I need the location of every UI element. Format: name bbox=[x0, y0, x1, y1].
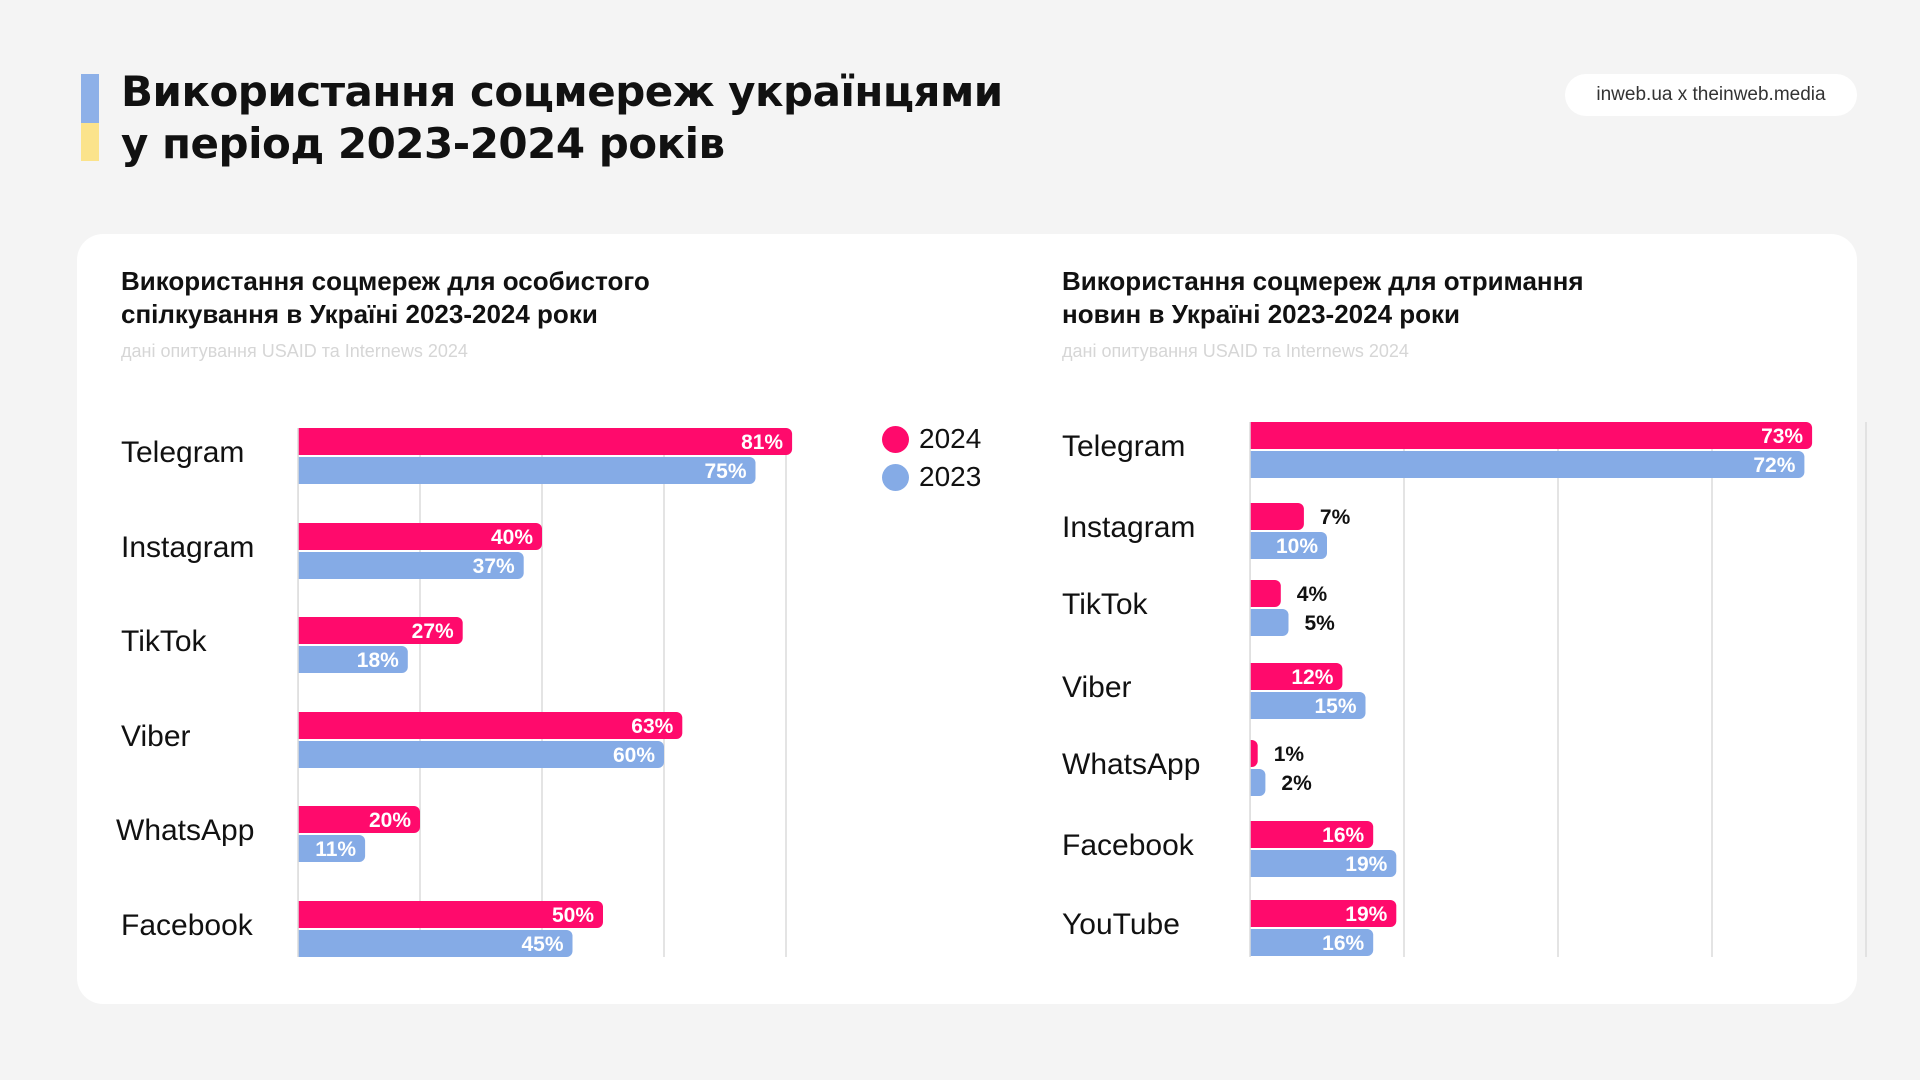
chart2-category-label: Facebook bbox=[1062, 829, 1195, 862]
right-chart-subtitle: дані опитування USAID та Internews 2024 bbox=[1062, 341, 1409, 361]
chart1-bar-2023 bbox=[290, 646, 408, 673]
chart1-bar-2024 bbox=[290, 806, 420, 833]
chart1-data-label-2024: 40% bbox=[491, 526, 533, 549]
chart2-bar-2024 bbox=[1242, 821, 1374, 848]
chart2-data-label-2023: 5% bbox=[1305, 612, 1336, 635]
chart2-data-label-2024: 12% bbox=[1291, 666, 1333, 689]
chart-legend: 2024 2023 bbox=[882, 420, 981, 496]
chart1-data-label-2023: 18% bbox=[357, 649, 399, 672]
right-chart-title: Використання соцмереж для отримання нови… bbox=[1062, 266, 1584, 329]
chart1-data-label-2024: 50% bbox=[552, 904, 594, 927]
legend-item-2023: 2023 bbox=[882, 458, 981, 496]
chart2-data-label-2024: 16% bbox=[1322, 824, 1364, 847]
flag-blue-stripe bbox=[81, 74, 99, 123]
chart1-bar-2024 bbox=[290, 901, 603, 928]
chart1-data-label-2023: 11% bbox=[315, 838, 356, 861]
flag-yellow-stripe bbox=[81, 123, 99, 161]
page-title: Використання соцмереж українцями у періо… bbox=[121, 67, 1003, 168]
left-chart-title: Використання соцмереж для особистого спі… bbox=[121, 266, 650, 329]
chart2-data-label-2023: 2% bbox=[1281, 772, 1312, 795]
legend-item-2024: 2024 bbox=[882, 420, 981, 458]
chart2-bar-2024 bbox=[1242, 663, 1343, 690]
chart2-bar-2023 bbox=[1242, 451, 1805, 478]
legend-label-2023: 2023 bbox=[919, 461, 982, 492]
chart1-category-label: WhatsApp bbox=[116, 814, 254, 847]
chart1-bar-2024 bbox=[290, 523, 542, 550]
chart2-category-label: Telegram bbox=[1062, 430, 1185, 463]
chart2-bar-2023 bbox=[1242, 929, 1374, 956]
chart2-axis-mask bbox=[1240, 420, 1250, 959]
chart2-bar-2023 bbox=[1242, 692, 1366, 719]
chart1-data-label-2024: 63% bbox=[631, 715, 673, 738]
chart1-category-label: Facebook bbox=[121, 909, 254, 942]
chart1-data-label-2023: 37% bbox=[473, 555, 515, 578]
chart1-bar-2023 bbox=[290, 930, 573, 957]
chart2-category-label: Viber bbox=[1062, 671, 1132, 704]
chart1-bar-2023 bbox=[290, 552, 524, 579]
left-chart-subtitle: дані опитування USAID та Internews 2024 bbox=[121, 341, 468, 361]
chart1-data-label-2023: 45% bbox=[521, 933, 563, 956]
chart2-data-label-2023: 16% bbox=[1322, 932, 1364, 955]
chart2-data-label-2024: 7% bbox=[1320, 506, 1351, 529]
chart1-bar-2024 bbox=[290, 428, 793, 455]
chart1-data-label-2023: 60% bbox=[613, 744, 655, 767]
legend-swatch-2024 bbox=[882, 425, 909, 453]
chart1-data-label-2023: 75% bbox=[704, 460, 746, 483]
chart1-data-label-2024: 20% bbox=[369, 809, 411, 832]
chart2-data-label-2023: 72% bbox=[1753, 454, 1795, 477]
ukraine-flag-icon bbox=[81, 74, 99, 161]
chart2-data-label-2024: 73% bbox=[1761, 425, 1803, 448]
chart2-data-label-2024: 19% bbox=[1345, 903, 1387, 926]
legend-label-2024: 2024 bbox=[919, 423, 982, 454]
chart1-bar-2023 bbox=[290, 835, 366, 862]
chart1-category-label: Viber bbox=[121, 720, 191, 753]
chart1-axis-mask bbox=[288, 426, 298, 959]
chart2-bar-2023 bbox=[1242, 532, 1327, 559]
chart2-bar-2023 bbox=[1242, 609, 1289, 636]
chart2-data-label-2024: 1% bbox=[1274, 743, 1305, 766]
chart2-data-label-2023: 15% bbox=[1314, 695, 1356, 718]
chart1-category-label: Telegram bbox=[121, 436, 244, 469]
chart1-bar-2024 bbox=[290, 712, 683, 739]
chart2-data-label-2023: 10% bbox=[1276, 535, 1318, 558]
chart2-bar-2024 bbox=[1242, 900, 1397, 927]
chart2-bar-2024 bbox=[1242, 503, 1304, 530]
chart2-bar-2023 bbox=[1242, 850, 1397, 877]
chart2-bar-2024 bbox=[1242, 422, 1813, 449]
chart1-category-label: TikTok bbox=[121, 625, 208, 658]
chart1-bar-2023 bbox=[290, 741, 664, 768]
chart2-data-label-2023: 19% bbox=[1345, 853, 1387, 876]
chart2-category-label: YouTube bbox=[1062, 908, 1180, 941]
chart1-bar-2024 bbox=[290, 617, 463, 644]
chart2-data-label-2024: 4% bbox=[1297, 583, 1328, 606]
chart2-category-label: WhatsApp bbox=[1062, 748, 1200, 781]
chart1-bar-2023 bbox=[290, 457, 756, 484]
chart2-category-label: TikTok bbox=[1062, 588, 1149, 621]
chart2-bar-2024 bbox=[1242, 580, 1281, 607]
chart1-data-label-2024: 81% bbox=[741, 431, 783, 454]
source-badge: inweb.ua x theinweb.media bbox=[1565, 74, 1857, 116]
chart2-category-label: Instagram bbox=[1062, 511, 1195, 544]
chart1-category-label: Instagram bbox=[121, 531, 254, 564]
chart1-data-label-2024: 27% bbox=[412, 620, 454, 643]
legend-swatch-2023 bbox=[882, 463, 909, 491]
